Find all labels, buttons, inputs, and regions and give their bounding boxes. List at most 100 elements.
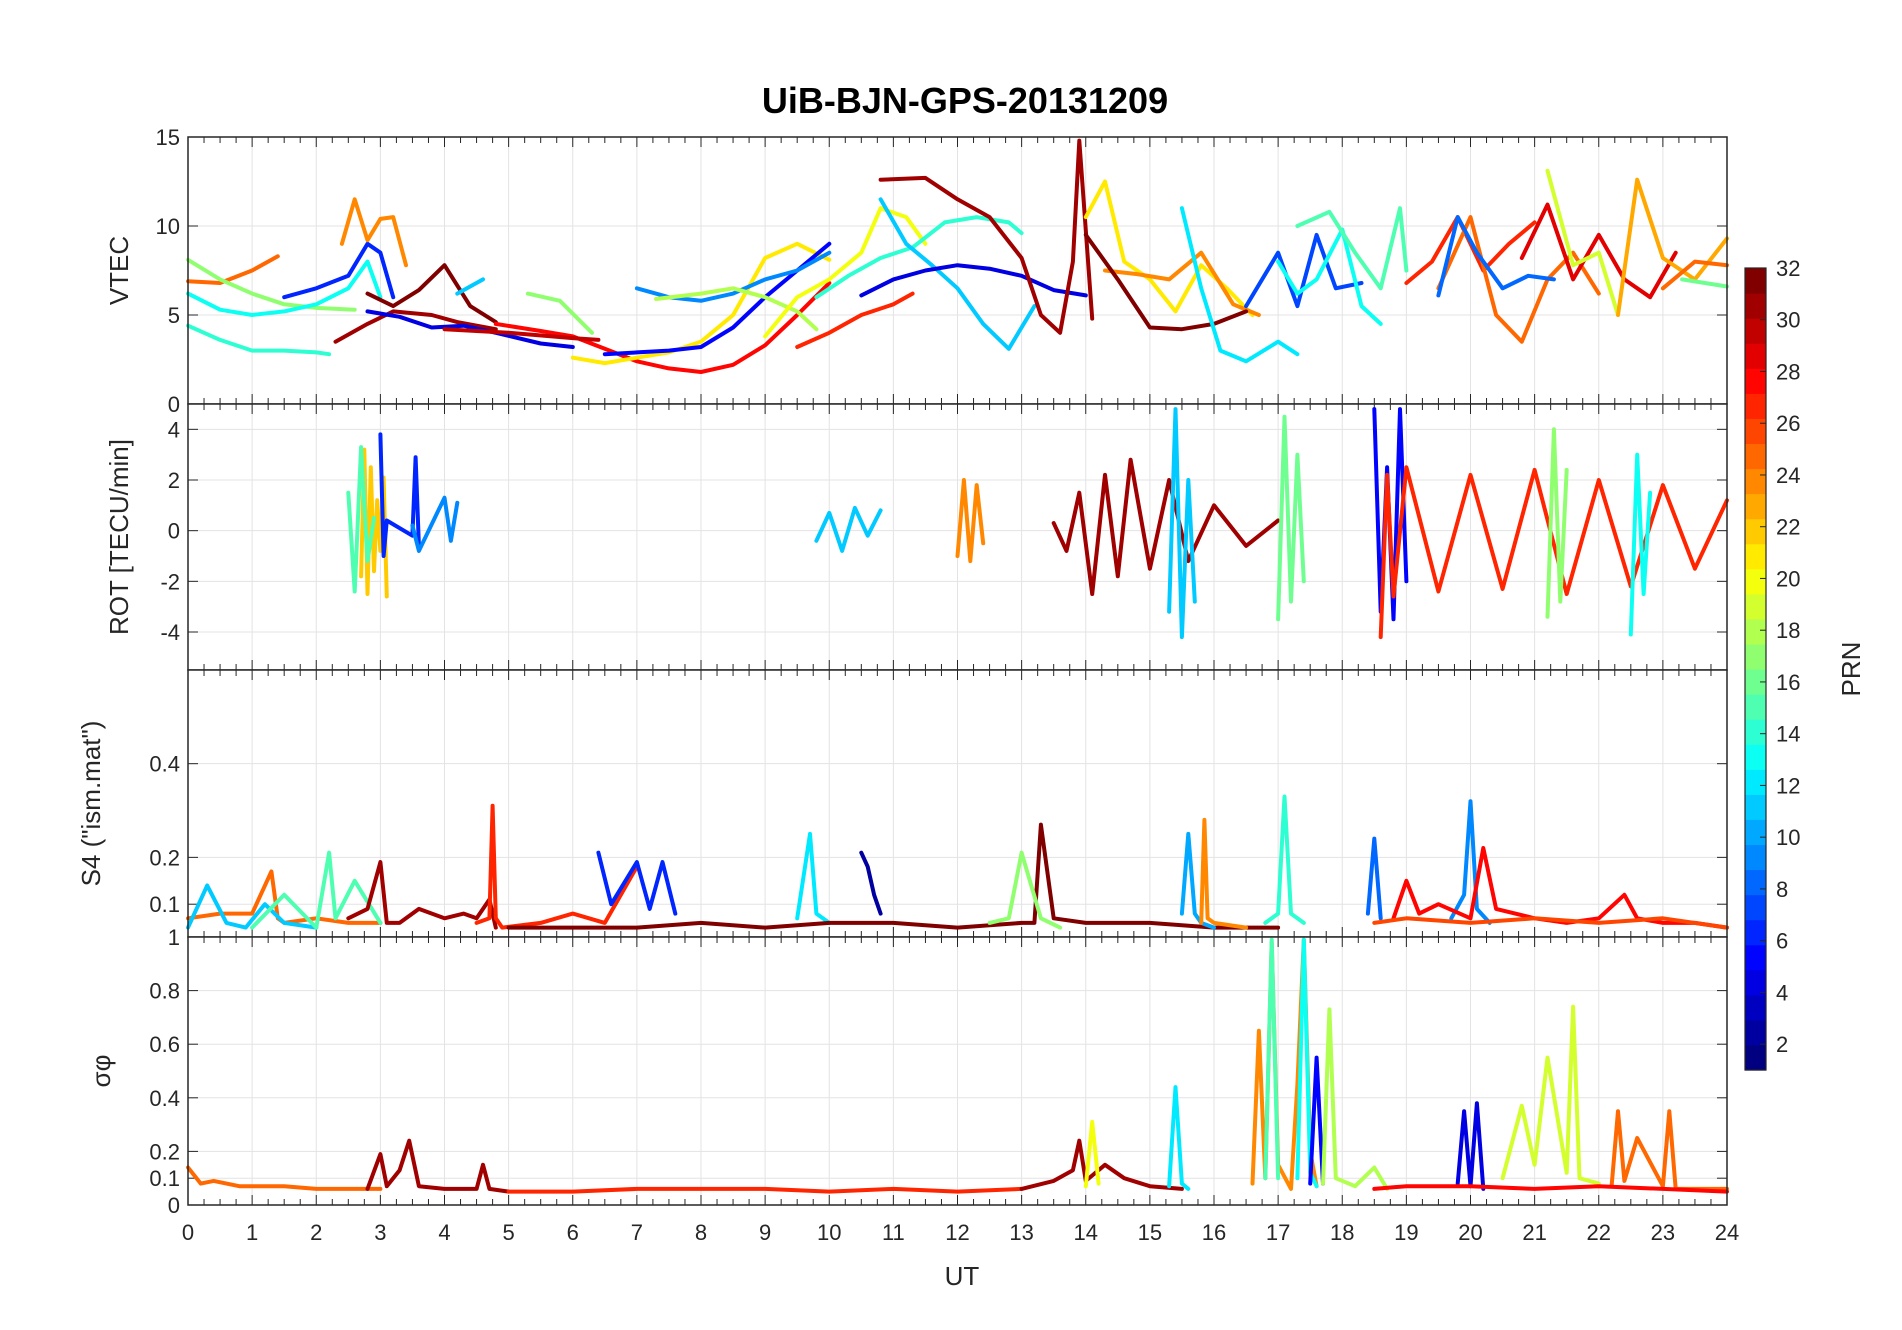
series-line-prn-17 — [525, 291, 594, 335]
colorbar-swatch — [1745, 618, 1766, 645]
colorbar-swatch — [1745, 669, 1766, 695]
y-tick-label: 0 — [168, 1193, 180, 1218]
series-line-prn-13 — [1276, 227, 1383, 326]
series-line-prn-32 — [365, 263, 498, 325]
series-line-prn-31 — [1051, 457, 1281, 596]
colorbar-swatch — [1745, 318, 1766, 344]
colorbar-swatch — [1745, 694, 1766, 720]
colorbar-tick-label: 26 — [1776, 411, 1800, 436]
colorbar-swatch — [1745, 969, 1766, 996]
x-tick-label: 9 — [759, 1220, 771, 1245]
series-line-prn-12 — [795, 831, 832, 925]
series-line-prn-20 — [1083, 1119, 1101, 1189]
series-line-prn-13 — [1295, 937, 1319, 1189]
y-axis-label: ROT [TECU/min] — [104, 439, 134, 635]
x-tick-label: 6 — [567, 1220, 579, 1245]
colorbar-swatch — [1745, 568, 1766, 595]
colorbar-swatch — [1745, 769, 1766, 795]
colorbar-swatch — [1745, 418, 1766, 445]
colorbar-swatch — [1745, 1044, 1766, 1071]
x-tick-label: 18 — [1330, 1220, 1354, 1245]
series-line-prn-31 — [365, 1138, 511, 1194]
colorbar-swatch — [1745, 919, 1766, 946]
series-line-prn-30 — [442, 327, 601, 342]
series-line-prn-32 — [506, 822, 1281, 930]
colorbar-tick-label: 14 — [1776, 722, 1800, 747]
x-tick-label: 0 — [182, 1220, 194, 1245]
series-line-prn-25 — [1436, 215, 1601, 344]
series-line-prn-26 — [1372, 916, 1729, 930]
x-tick-label: 17 — [1266, 1220, 1290, 1245]
colorbar-swatch — [1745, 819, 1766, 846]
y-tick-label: 5 — [168, 303, 180, 328]
colorbar-tick-label: 12 — [1776, 773, 1800, 798]
series-line-prn-14 — [814, 215, 1024, 300]
series-line-prn-6 — [378, 432, 421, 558]
series-line-prn-8 — [1365, 836, 1383, 921]
y-tick-label: 0.4 — [149, 1086, 180, 1111]
series-line-prn-14 — [186, 323, 332, 357]
series-line-prn-17 — [1545, 427, 1569, 619]
series-line-prn-10 — [1179, 831, 1216, 930]
series-line-prn-25 — [186, 254, 280, 285]
colorbar-tick-label: 10 — [1776, 825, 1800, 850]
colorbar-swatch — [1745, 844, 1766, 871]
series-line-prn-31 — [346, 860, 498, 930]
y-tick-label: 0 — [168, 392, 180, 417]
x-tick-label: 2 — [310, 1220, 322, 1245]
y-tick-label: 15 — [156, 125, 180, 150]
y-tick-label: 1 — [168, 925, 180, 950]
y-tick-label: 0 — [168, 519, 180, 544]
y-tick-label: 0.2 — [149, 1139, 180, 1164]
colorbar-swatch — [1745, 994, 1766, 1021]
colorbar-tick-label: 32 — [1776, 256, 1800, 281]
series-line-prn-27 — [474, 803, 639, 930]
series-line-prn-2 — [859, 850, 883, 916]
colorbar-swatch — [1745, 393, 1766, 419]
y-tick-label: 0.8 — [149, 979, 180, 1004]
colorbar-swatch — [1745, 593, 1766, 620]
series-line-prn-11 — [814, 505, 883, 553]
x-tick-label: 1 — [246, 1220, 258, 1245]
colorbar-tick-label: 8 — [1776, 877, 1788, 902]
y-tick-label: -4 — [160, 620, 180, 645]
colorbar-tick-label: 16 — [1776, 670, 1800, 695]
series-line-prn-32 — [1083, 232, 1249, 332]
series-line-prn-23 — [1616, 177, 1729, 317]
colorbar-frame — [1744, 267, 1767, 1071]
series-line-prn-29 — [1519, 202, 1678, 300]
series-line-prn-28 — [1372, 1184, 1729, 1194]
panel-rot: -4 -2 0 2 4 ROT [TECU/min] — [104, 403, 1729, 671]
colorbar-swatch — [1745, 944, 1766, 971]
x-tick-label: 23 — [1651, 1220, 1675, 1245]
y-axis-label: σφ — [86, 1055, 116, 1088]
y-tick-label: 10 — [156, 214, 180, 239]
colorbar-tick-label: 20 — [1776, 566, 1800, 591]
series-line-prn-11 — [455, 277, 485, 296]
colorbar-swatch — [1745, 493, 1766, 520]
colorbar-tick-label: 4 — [1776, 980, 1788, 1005]
series-line-prn-24 — [1199, 817, 1249, 930]
colorbar-swatch — [1745, 794, 1766, 820]
chart-title: UiB-BJN-GPS-20131209 — [762, 80, 1168, 121]
x-tick-label: 20 — [1458, 1220, 1482, 1245]
colorbar-swatch — [1745, 894, 1766, 921]
colorbar-swatch — [1745, 368, 1766, 394]
series-line-prn-19 — [1545, 168, 1620, 317]
panel-vtec: 0 5 10 15 VTEC — [104, 125, 1729, 417]
series-line-prn-9 — [1449, 799, 1492, 925]
series-line-prn-24 — [339, 197, 408, 268]
series-line-prn-17 — [987, 850, 1063, 930]
series-line-prn-27 — [1378, 465, 1729, 640]
x-tick-label: 11 — [882, 1220, 905, 1245]
series-line-prn-25 — [1609, 1109, 1729, 1191]
x-tick-label: 19 — [1394, 1220, 1418, 1245]
colorbar-swatch — [1745, 719, 1766, 745]
x-tick-label: 8 — [695, 1220, 707, 1245]
series-line-prn-31 — [878, 138, 1095, 335]
series-line-prn-24 — [955, 478, 986, 564]
x-tick-label: 21 — [1522, 1220, 1546, 1245]
series-line-prn-4 — [859, 263, 1088, 298]
